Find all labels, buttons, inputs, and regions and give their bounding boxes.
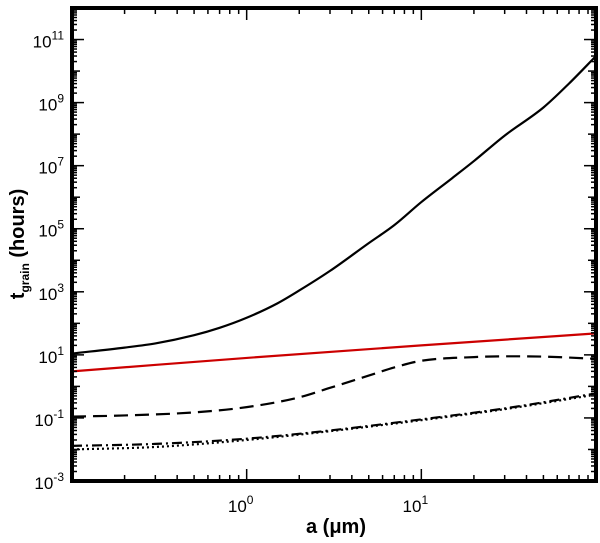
y-tick-label: 101	[38, 344, 64, 367]
x-tick-label: 100	[228, 493, 254, 516]
series-dashed	[71, 355, 597, 418]
labels-layer: 100 101 10-3 10-1 101 103 105 107 109 1011	[33, 29, 429, 516]
y-tick-label: 109	[38, 92, 64, 115]
y-axis-title-subscript: grain	[18, 263, 32, 292]
y-tick-label: 107	[38, 155, 64, 178]
y-tick-label: 103	[38, 281, 64, 304]
y-tick-label: 105	[38, 218, 64, 241]
y-axis-title: tgrain (hours)	[7, 189, 32, 299]
series-dotted	[71, 393, 597, 451]
y-tick-label: 10-3	[34, 470, 64, 493]
y-axis-title-base: t	[7, 292, 29, 299]
series-red	[71, 332, 597, 373]
series-solid-black	[71, 55, 597, 355]
series-dash-dot	[71, 392, 597, 447]
x-tick-label: 101	[403, 493, 429, 516]
y-tick-label: 1011	[33, 29, 65, 52]
series-layer	[71, 55, 597, 451]
ticks-layer	[71, 8, 596, 482]
y-axis-title-rest: (hours)	[7, 189, 29, 263]
x-axis-title: a (μm)	[306, 516, 366, 538]
plot-frame	[70, 6, 598, 483]
y-tick-label: 10-1	[34, 407, 64, 430]
